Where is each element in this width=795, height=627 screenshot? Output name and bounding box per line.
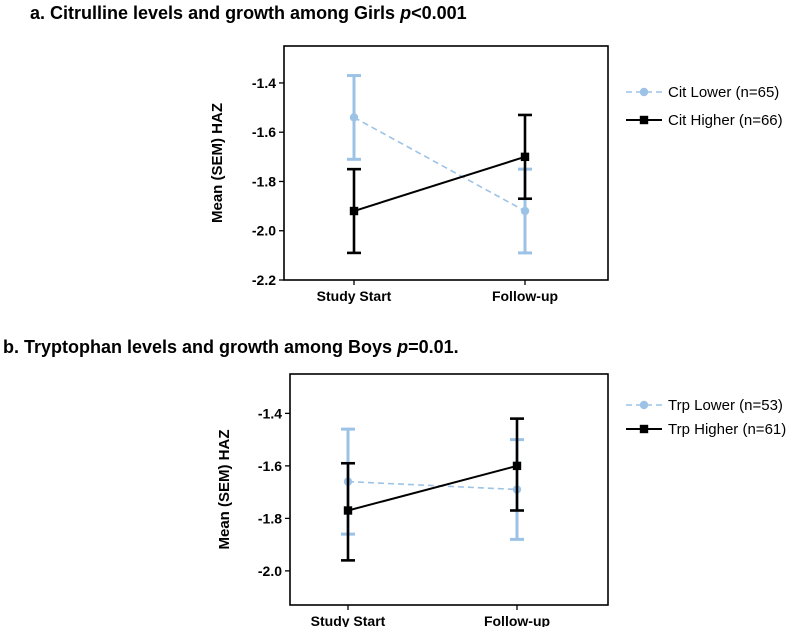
chart-a-legend0-label: Cit Lower (n=65): [668, 84, 779, 101]
chart-b-legend1-marker: [639, 424, 649, 434]
chart-a-title-prefix: a. Citrulline levels and growth among Gi…: [30, 3, 401, 23]
chart-b-series1-line: [347, 464, 518, 512]
chart-b-title-suffix: =0.01.: [408, 337, 459, 357]
chart-a-series1-line: [353, 155, 526, 212]
chart-a-series1-point: [520, 152, 530, 162]
chart-b-xtick-label: Study Start: [311, 613, 386, 627]
chart-a-title-p: p: [400, 3, 412, 23]
chart-a-ytick-label: -1.6: [252, 124, 276, 140]
chart-b-title: b. Tryptophan levels and growth among Bo…: [3, 337, 459, 358]
chart-a-title: a. Citrulline levels and growth among Gi…: [30, 3, 467, 24]
chart-a-series0-point: [520, 206, 530, 216]
chart-b-series1-point: [512, 461, 522, 471]
chart-b-ytick-label: -1.4: [258, 405, 282, 421]
chart-a-ytick-label: -1.8: [252, 173, 276, 189]
chart-b-group: -2.0 -1.8 -1.6 -1.4 Study Start Follow-up Mean…: [216, 373, 786, 627]
chart-a-group: -2.2 -2.0 -1.8 -1.6 -1.4 Study Start Follow-up…: [209, 45, 783, 304]
chart-a-ylabel: Mean (SEM) HAZ: [209, 103, 226, 223]
chart-b-xtick-label: Follow-up: [484, 613, 550, 627]
chart-b-ytick-label: -1.8: [258, 510, 282, 526]
chart-b-ytick-label: -2.0: [258, 563, 282, 579]
chart-b-ylabel: Mean (SEM) HAZ: [216, 430, 233, 550]
chart-a-series1-point: [349, 206, 359, 216]
chart-b-legend0-marker: [639, 400, 649, 410]
chart-b-series0-line: [347, 480, 518, 491]
chart-a-legend1-marker: [639, 115, 649, 125]
chart-a-series0-line: [353, 116, 526, 212]
chart-a-ytick-label: -1.4: [252, 75, 276, 91]
chart-a-legend0-marker: [639, 87, 649, 97]
chart-a-plot-frame: [283, 45, 609, 281]
chart-a-ytick-label: -2.2: [252, 272, 276, 288]
chart-b-title-p: p: [397, 337, 409, 357]
chart-b-title-prefix: b. Tryptophan levels and growth among Bo…: [3, 337, 398, 357]
chart-b-legend1-label: Trp Higher (n=61): [668, 421, 786, 438]
chart-a-ytick-label: -2.0: [252, 223, 276, 239]
chart-b-series1-point: [343, 506, 353, 515]
chart-a-series0-point: [349, 113, 359, 122]
chart-a-title-suffix: <0.001: [411, 3, 467, 23]
chart-b-plot-frame: [289, 373, 609, 606]
chart-a-xtick-label: Follow-up: [492, 288, 558, 304]
chart-b-legend0-label: Trp Lower (n=53): [668, 397, 783, 414]
chart-a-xtick-label: Study Start: [317, 288, 392, 304]
chart-a-legend1-label: Cit Higher (n=66): [668, 112, 783, 129]
chart-b-ytick-label: -1.6: [258, 458, 282, 474]
